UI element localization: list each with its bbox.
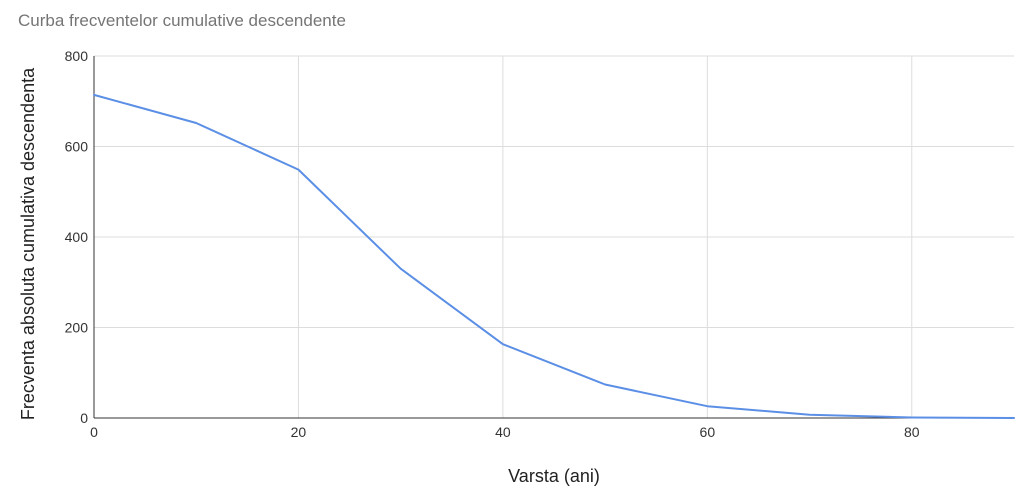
- x-tick-label: 40: [495, 424, 511, 440]
- y-tick-label: 0: [80, 410, 88, 426]
- x-axis-title: Varsta (ani): [508, 466, 600, 486]
- x-tick-label: 80: [904, 424, 920, 440]
- tick-labels: 0 200 400 600 800 0 20 40 60 80: [65, 48, 920, 440]
- y-tick-label: 600: [65, 139, 89, 155]
- x-tick-label: 20: [291, 424, 307, 440]
- y-tick-label: 800: [65, 48, 89, 64]
- x-tick-label: 0: [90, 424, 98, 440]
- series-line-1: [93, 93, 1015, 419]
- y-tick-label: 400: [65, 229, 89, 245]
- chart-title: Curba frecventelor cumulative descendent…: [18, 11, 346, 30]
- y-axis-title: Frecventa absoluta cumulativa descendent…: [18, 67, 38, 420]
- y-tick-label: 200: [65, 320, 89, 336]
- x-tick-label: 60: [700, 424, 716, 440]
- axes: [93, 56, 1014, 419]
- series-layer: [93, 93, 1015, 419]
